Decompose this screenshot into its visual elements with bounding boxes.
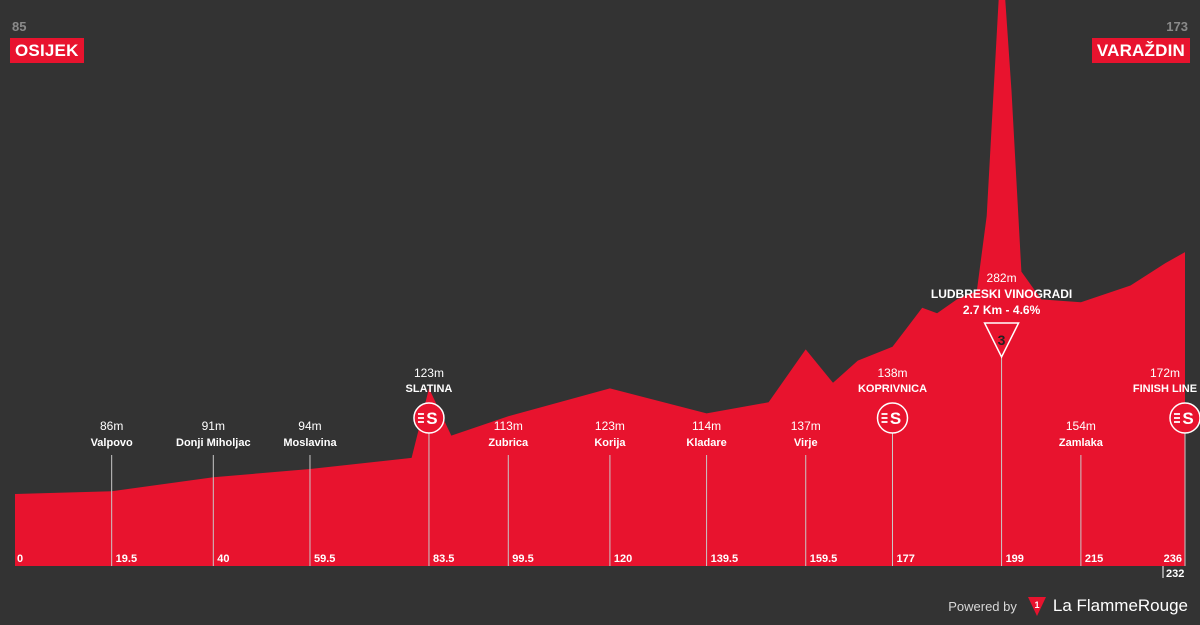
km-tick-label: 19.5	[116, 553, 137, 565]
waypoint-altitude: 154m	[1066, 419, 1096, 433]
waypoint-zamlaka: 154m Zamlaka	[1059, 419, 1104, 566]
start-altitude: 85	[12, 19, 27, 34]
powered-by-credit: Powered by 1 La FlammeRouge	[948, 595, 1188, 617]
brand-name: La FlammeRouge	[1052, 596, 1188, 615]
km-tick-label: 139.5	[711, 553, 739, 565]
waypoint-markers: 86m Valpovo 91m Donji Miholjac 94m Moslavina S…	[91, 366, 1200, 566]
km-tick-label: 159.5	[810, 553, 838, 565]
waypoint-finish-line: S 172m FINISH LINE	[1133, 366, 1200, 566]
climb-altitude: 282m	[987, 271, 1017, 285]
climb-category-icon	[983, 322, 1020, 359]
powered-by-label: Powered by	[948, 598, 1017, 614]
climb-marker: 3 282m LUDBRESKI VINOGRADI 2.7 Km - 4.6%	[931, 271, 1072, 566]
waypoint-altitude: 123m	[414, 366, 444, 380]
waypoint-altitude: 91m	[202, 419, 225, 433]
waypoint-name: FINISH LINE	[1133, 383, 1197, 395]
waypoint-name: Moslavina	[283, 437, 337, 449]
km-tick-label: 59.5	[314, 553, 335, 565]
finish-altitude: 173	[1166, 19, 1188, 34]
waypoint-name: Korija	[594, 437, 626, 449]
km-tick-label: 99.5	[512, 553, 533, 565]
waypoint-name: Zubrica	[488, 437, 529, 449]
waypoint-name: Valpovo	[91, 437, 133, 449]
sprint-icon: S	[876, 402, 909, 434]
km-tick-label: 0	[17, 553, 23, 565]
waypoint-altitude: 138m	[877, 366, 907, 380]
km-axis: 0 19.5 40 59.5 83.5 99.5 120 139.5 159.5 177 199 21…	[17, 553, 1184, 580]
finish-icon: S	[1169, 402, 1200, 434]
waypoint-name: KOPRIVNICA	[858, 383, 927, 395]
waypoint-kladare: 114m Kladare	[686, 419, 727, 566]
waypoint-altitude: 114m	[692, 419, 721, 433]
waypoint-donji-miholjac: 91m Donji Miholjac	[176, 419, 251, 566]
climb-name: LUDBRESKI VINOGRADI	[931, 287, 1072, 301]
waypoint-slatina: S 123m SLATINA	[406, 366, 453, 566]
waypoint-altitude: 123m	[595, 419, 625, 433]
finish-km-marker-label: 232	[1166, 568, 1184, 580]
waypoint-name: Virje	[794, 437, 818, 449]
waypoint-virje: 137m Virje	[791, 419, 821, 566]
km-tick-label: 215	[1085, 553, 1103, 565]
km-tick-label: 199	[1006, 553, 1024, 565]
svg-text:S: S	[890, 409, 901, 428]
svg-text:S: S	[1182, 409, 1193, 428]
waypoint-altitude: 86m	[100, 419, 123, 433]
waypoint-altitude: 137m	[791, 419, 821, 433]
start-town-label: OSIJEK	[10, 38, 84, 63]
waypoint-altitude: 113m	[494, 419, 523, 433]
waypoint-name: SLATINA	[406, 383, 453, 395]
waypoint-name: Donji Miholjac	[176, 437, 251, 449]
km-tick-label: 236	[1164, 553, 1182, 565]
km-tick-label: 120	[614, 553, 632, 565]
waypoint-altitude: 94m	[298, 419, 321, 433]
waypoint-moslavina: 94m Moslavina	[283, 419, 337, 566]
waypoint-valpovo: 86m Valpovo	[91, 419, 133, 566]
waypoint-zubrica: 113m Zubrica	[488, 419, 529, 566]
logo-digit: 1	[1034, 600, 1039, 610]
svg-text:S: S	[426, 409, 437, 428]
climb-category: 3	[998, 332, 1006, 348]
km-tick-label: 177	[897, 553, 915, 565]
sprint-icon: S	[413, 402, 445, 434]
climb-detail: 2.7 Km - 4.6%	[963, 303, 1041, 317]
waypoint-name: Zamlaka	[1059, 437, 1104, 449]
km-tick-label: 83.5	[433, 553, 454, 565]
finish-town-label: VARAŽDIN	[1091, 38, 1190, 63]
waypoint-altitude: 172m	[1150, 366, 1180, 380]
waypoint-koprivnica: S 138m KOPRIVNICA	[858, 366, 927, 566]
waypoint-korija: 123m Korija	[594, 419, 626, 566]
waypoint-name: Kladare	[686, 437, 726, 449]
flamme-rouge-logo-icon: 1	[1027, 597, 1046, 616]
km-tick-label: 40	[217, 553, 229, 565]
